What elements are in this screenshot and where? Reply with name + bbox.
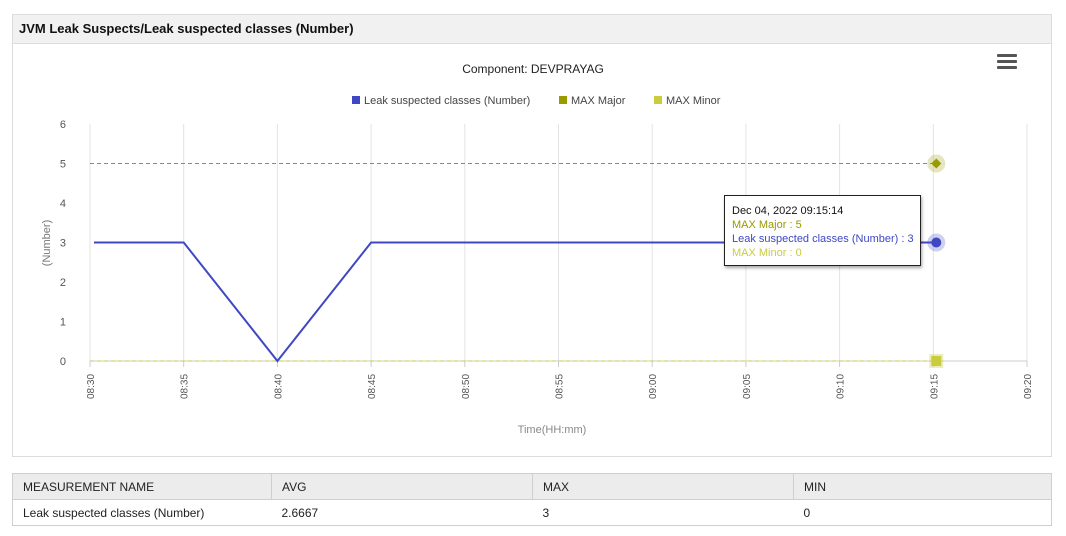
chart-menu-button[interactable] [997, 54, 1017, 70]
y-tick-label: 0 [60, 356, 66, 368]
x-tick-label: 09:10 [836, 374, 847, 399]
table-row: Leak suspected classes (Number) 2.6667 3… [12, 499, 1052, 526]
legend-item: MAX Major [571, 95, 626, 107]
y-tick-label: 1 [60, 317, 66, 329]
tooltip-series: Leak suspected classes (Number) : 3 [732, 233, 914, 245]
col-measurement-name: MEASUREMENT NAME [12, 473, 272, 500]
cell-avg: 2.6667 [271, 499, 533, 526]
x-tick-label: 08:30 [86, 374, 97, 399]
y-tick-label: 4 [60, 198, 66, 210]
y-tick-label: 2 [60, 277, 66, 289]
tooltip-time: Dec 04, 2022 09:15:14 [732, 205, 844, 217]
x-tick-label: 08:35 [180, 374, 191, 399]
x-tick-label: 09:00 [648, 374, 659, 399]
col-avg: AVG [271, 473, 533, 500]
series-layer [90, 154, 946, 368]
legend-swatch [352, 96, 360, 104]
x-tick-label: 08:45 [367, 374, 378, 399]
cell-min: 0 [793, 499, 1052, 526]
legend-swatch [559, 96, 567, 104]
x-tick-label: 08:55 [555, 374, 566, 399]
x-axis-label: Time(HH:mm) [518, 424, 587, 436]
menu-icon [997, 54, 1017, 57]
col-max: MAX [532, 473, 794, 500]
table-header-row: MEASUREMENT NAME AVG MAX MIN [12, 473, 1052, 500]
x-tick-label: 08:40 [273, 374, 284, 399]
x-axis: 08:30 08:35 08:40 08:45 08:50 08:55 09:00 09:05… [86, 361, 1034, 399]
chart-tooltip: Dec 04, 2022 09:15:14 MAX Major : 5 Leak… [724, 195, 921, 266]
col-min: MIN [793, 473, 1052, 500]
legend-swatch [654, 96, 662, 104]
series-line-leak-suspected-classes [94, 241, 934, 363]
tooltip-minor: MAX Minor : 0 [732, 247, 802, 259]
y-axis: 0 1 2 3 4 5 6 [60, 119, 66, 368]
cell-max: 3 [532, 499, 794, 526]
measurement-table: MEASUREMENT NAME AVG MAX MIN Leak suspec… [12, 473, 1052, 526]
y-tick-label: 6 [60, 119, 66, 131]
legend-item: MAX Minor [666, 95, 721, 107]
legend-item: Leak suspected classes (Number) [364, 95, 530, 107]
panel-title: JVM Leak Suspects/Leak suspected classes… [13, 15, 1051, 44]
y-tick-label: 5 [60, 159, 66, 171]
x-tick-label: 08:50 [461, 374, 472, 399]
x-tick-label: 09:20 [1023, 374, 1034, 399]
marker-max-minor [931, 356, 942, 366]
cell-measurement-name: Leak suspected classes (Number) [12, 499, 272, 526]
legend: Leak suspected classes (Number) MAX Major… [352, 95, 721, 107]
x-tick-label: 09:05 [742, 374, 753, 399]
y-axis-label: (Number) [41, 220, 53, 266]
tooltip-major: MAX Major : 5 [732, 219, 802, 231]
marker-max-major [931, 158, 942, 169]
chart-title: Component: DEVPRAYAG [462, 62, 604, 76]
y-tick-label: 3 [60, 238, 66, 250]
marker-series [931, 237, 942, 248]
x-tick-label: 09:15 [929, 374, 940, 399]
